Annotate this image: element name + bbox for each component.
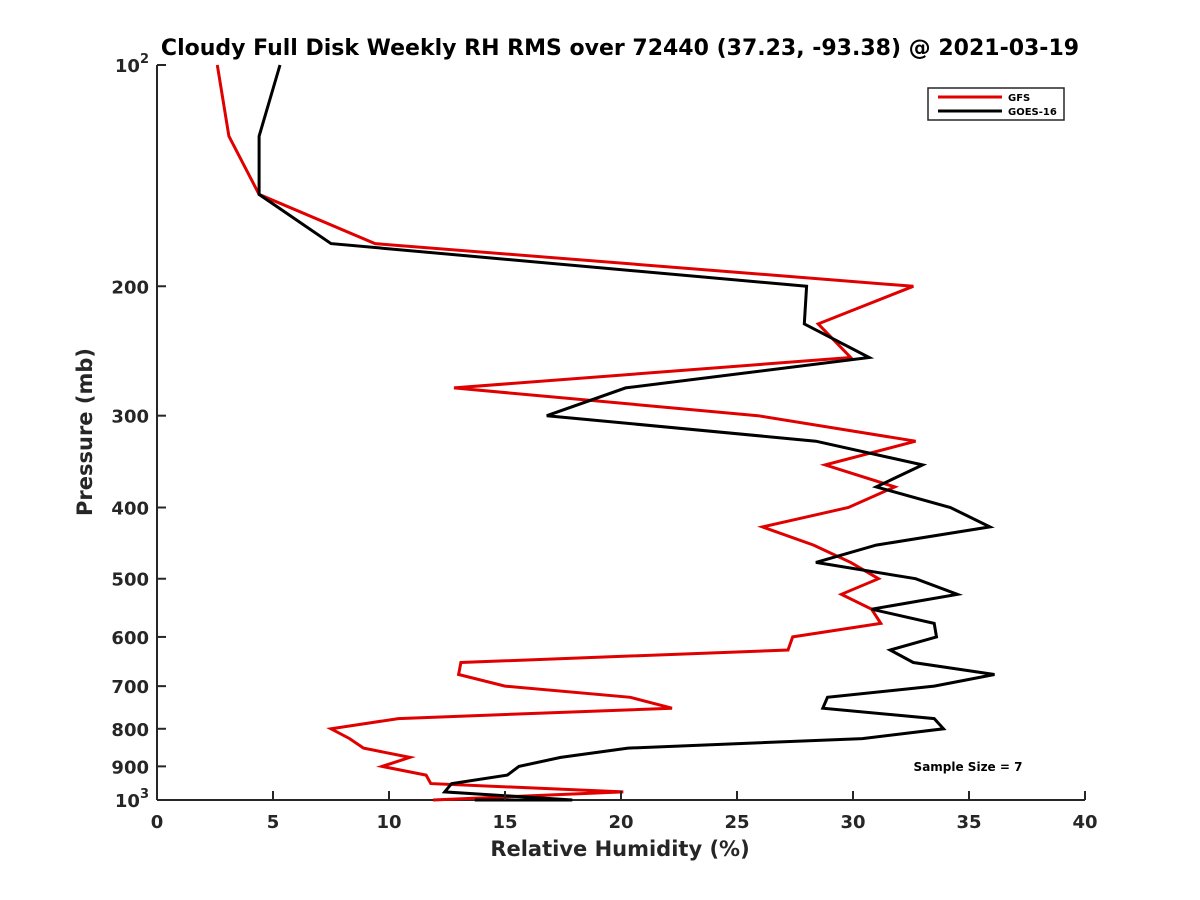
chart-title: Cloudy Full Disk Weekly RH RMS over 7244… <box>161 36 1079 61</box>
y-tick-label: 500 <box>111 570 149 591</box>
y-tick-label: 103 <box>115 787 149 812</box>
y-tick-label: 400 <box>111 499 149 520</box>
legend: GFS GOES-16 <box>927 87 1065 121</box>
y-tick-label: 200 <box>111 277 149 298</box>
series-line-goes-16 <box>257 64 995 802</box>
y-tick-label: 800 <box>111 720 149 741</box>
series-line-gfs <box>215 64 916 802</box>
x-tick-label: 0 <box>151 812 164 833</box>
x-axis-label: Relative Humidity (%) <box>490 837 749 861</box>
legend-entry: GOES-16 <box>1008 107 1057 118</box>
x-tick-label: 5 <box>267 812 280 833</box>
y-tick-label: 900 <box>111 757 149 778</box>
x-tick-label: 30 <box>840 812 865 833</box>
x-tick-label: 35 <box>956 812 981 833</box>
plot-area <box>156 65 1085 801</box>
x-tick-label: 10 <box>376 812 401 833</box>
y-axis-label: Pressure (mb) <box>73 348 97 516</box>
x-axis-ticks: 0 5 10 15 20 25 30 35 40 <box>151 791 1098 833</box>
y-tick-label: 700 <box>111 677 149 698</box>
y-axis-ticks: 102 200 300 400 500 600 700 800 900 103 <box>111 52 166 812</box>
x-tick-label: 20 <box>608 812 633 833</box>
legend-box <box>927 87 1065 121</box>
y-tick-label: 600 <box>111 628 149 649</box>
x-tick-label: 25 <box>724 812 749 833</box>
sample-size-annotation: Sample Size = 7 <box>914 760 1023 774</box>
y-tick-label: 102 <box>115 52 149 77</box>
legend-entry: GFS <box>1008 93 1030 104</box>
series-layer <box>215 64 995 802</box>
x-tick-label: 40 <box>1072 812 1097 833</box>
x-tick-label: 15 <box>492 812 517 833</box>
y-tick-label: 300 <box>111 407 149 428</box>
